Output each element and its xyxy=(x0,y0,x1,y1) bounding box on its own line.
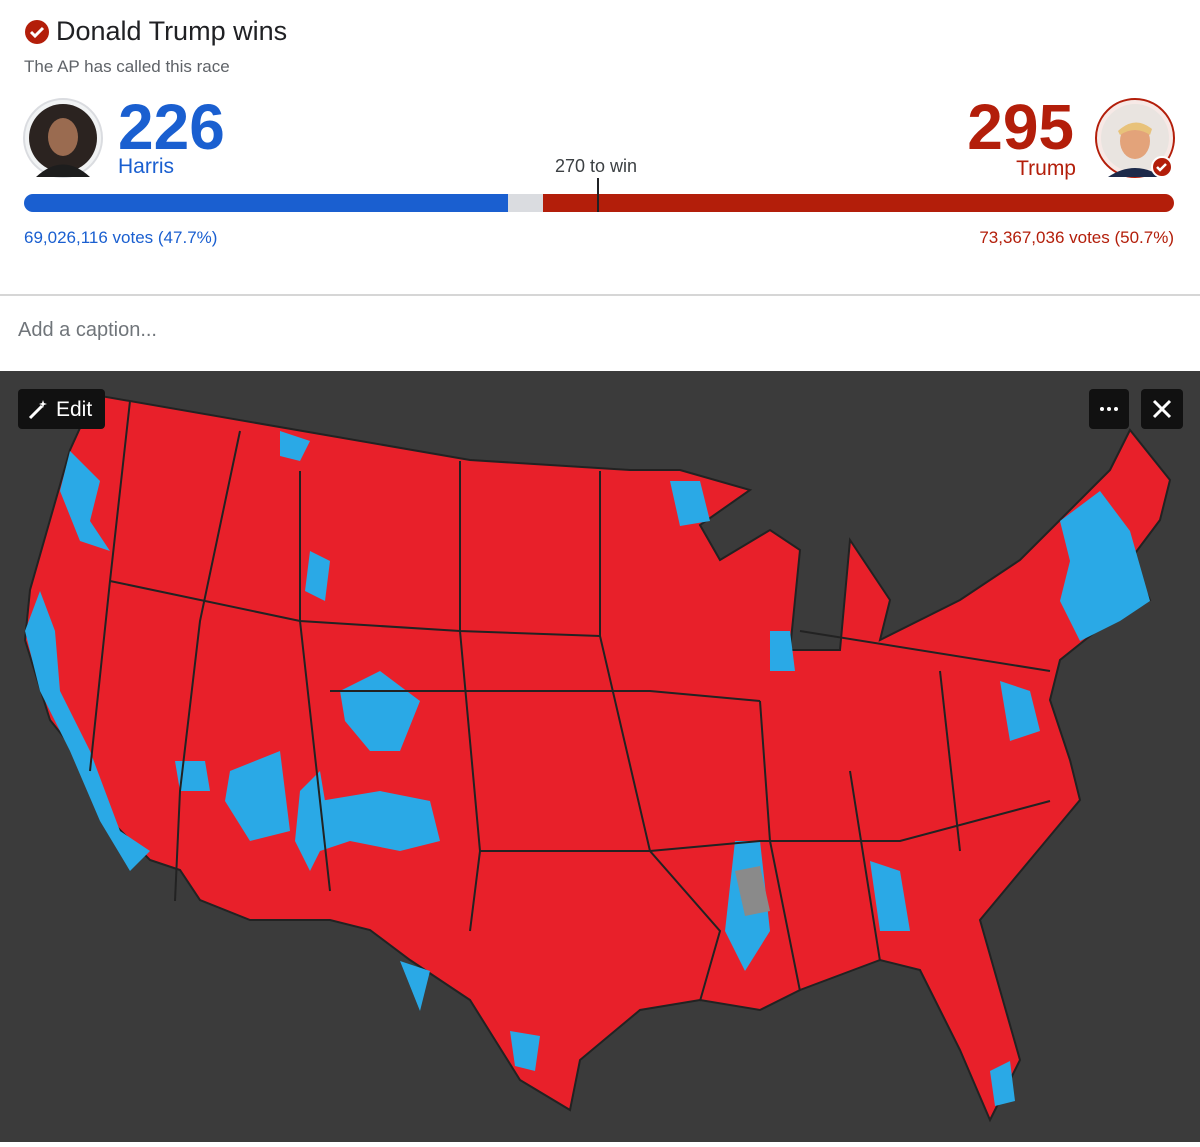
subtitle: The AP has called this race xyxy=(24,57,230,76)
caption-input[interactable]: Add a caption... xyxy=(18,319,157,341)
harris-avatar xyxy=(23,98,103,178)
image-preview xyxy=(0,371,1200,1142)
more-button[interactable] xyxy=(1089,389,1129,429)
trump-votes: 73,367,036 votes (50.7%) xyxy=(979,228,1174,247)
trump-electoral-votes: 295 xyxy=(967,91,1074,163)
county-map xyxy=(23,393,1172,1123)
trump-name: Trump xyxy=(1016,157,1076,180)
harris-electoral-votes: 226 xyxy=(118,91,225,163)
harris-name: Harris xyxy=(118,155,174,178)
check-icon xyxy=(25,20,49,44)
result-card: Donald Trump wins The AP has called this… xyxy=(0,0,1200,296)
threshold-label: 270 to win xyxy=(555,156,638,176)
edit-label: Edit xyxy=(56,398,93,421)
title: Donald Trump wins xyxy=(56,16,288,46)
harris-votes: 69,026,116 votes (47.7%) xyxy=(24,228,218,247)
edit-icon xyxy=(28,400,47,420)
edit-button[interactable]: Edit xyxy=(18,389,105,429)
electoral-bar xyxy=(24,178,1174,212)
trump-avatar xyxy=(1095,98,1175,178)
close-button[interactable] xyxy=(1141,389,1183,429)
